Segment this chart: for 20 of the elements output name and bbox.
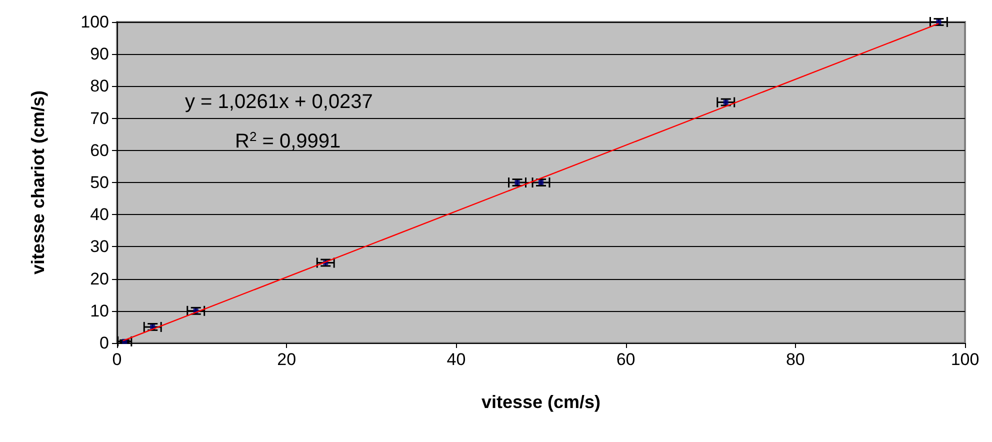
y-tick-label: 80 [90,76,109,96]
y-axis-title: vitesse chariot (cm/s) [28,90,48,275]
x-tick-label: 40 [446,350,466,369]
x-tick-label: 80 [786,350,805,369]
y-tick-label: 20 [90,269,109,288]
y-tick-label: 100 [80,12,109,32]
y-tick-label: 10 [90,301,109,320]
x-tick-label: 100 [950,350,980,369]
y-tick-label: 30 [90,237,109,256]
y-tick-label: 70 [90,108,109,128]
x-tick-label: 0 [112,350,122,369]
y-tick-label: 40 [90,205,109,224]
y-tick-label: 50 [90,173,109,192]
y-tick-label: 0 [100,334,109,352]
y-tick-label: 90 [90,44,109,64]
y-tick-label: 60 [90,140,109,160]
x-tick-label: 20 [277,350,296,369]
annotation: y = 1,0261x + 0,0237 [185,91,373,113]
x-tick-label: 60 [616,350,636,369]
x-axis-title: vitesse (cm/s) [481,392,601,412]
